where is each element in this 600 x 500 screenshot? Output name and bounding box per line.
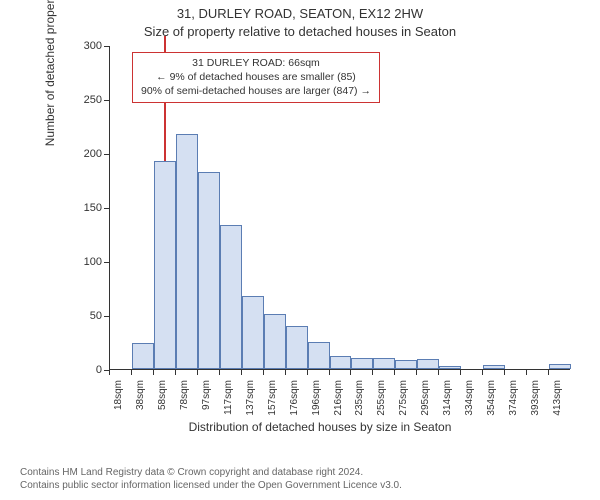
histogram-bar [330, 356, 352, 369]
x-tick [416, 370, 417, 375]
y-tick [104, 154, 109, 155]
x-tick-label: 413sqm [552, 380, 563, 420]
callout-line: 31 DURLEY ROAD: 66sqm [141, 56, 371, 70]
histogram-bar [308, 342, 330, 369]
x-tick-label: 137sqm [245, 380, 256, 420]
x-tick [504, 370, 505, 375]
footer-line: Contains HM Land Registry data © Crown c… [20, 466, 580, 479]
y-tick-label: 100 [60, 256, 102, 268]
histogram-bar [264, 314, 286, 369]
x-tick [482, 370, 483, 375]
x-tick [241, 370, 242, 375]
chart-area: Number of detached properties 31 DURLEY … [60, 46, 580, 398]
y-tick-label: 150 [60, 202, 102, 214]
footer-text: Contains HM Land Registry data © Crown c… [20, 466, 580, 492]
histogram-bar [417, 359, 439, 369]
histogram-bar [176, 134, 198, 369]
histogram-bar [395, 360, 417, 369]
histogram-bar [483, 365, 505, 369]
footer-line: Contains public sector information licen… [20, 479, 580, 492]
x-tick-label: 235sqm [354, 380, 365, 420]
callout-box: 31 DURLEY ROAD: 66sqm← 9% of detached ho… [132, 52, 380, 103]
x-axis-label: Distribution of detached houses by size … [60, 420, 580, 434]
y-tick-label: 250 [60, 94, 102, 106]
x-tick-label: 334sqm [464, 380, 475, 420]
x-tick [175, 370, 176, 375]
x-tick [460, 370, 461, 375]
x-tick-label: 18sqm [113, 380, 124, 420]
histogram-bar [549, 364, 571, 369]
y-tick-label: 300 [60, 40, 102, 52]
x-tick [109, 370, 110, 375]
x-tick [329, 370, 330, 375]
histogram-bar [132, 343, 154, 369]
x-tick [307, 370, 308, 375]
histogram-bar [373, 358, 395, 369]
y-tick-label: 50 [60, 310, 102, 322]
x-tick [350, 370, 351, 375]
y-axis-label: Number of detached properties [43, 0, 57, 146]
histogram-bar [220, 225, 242, 369]
y-tick-label: 200 [60, 148, 102, 160]
x-tick-label: 38sqm [135, 380, 146, 420]
y-tick [104, 208, 109, 209]
x-tick-label: 196sqm [311, 380, 322, 420]
x-tick [372, 370, 373, 375]
x-tick [394, 370, 395, 375]
y-tick [104, 316, 109, 317]
histogram-bar [351, 358, 373, 369]
y-tick [104, 46, 109, 47]
x-tick [526, 370, 527, 375]
histogram-bar [198, 172, 220, 369]
y-tick-label: 0 [60, 364, 102, 376]
x-tick [131, 370, 132, 375]
x-tick-label: 393sqm [530, 380, 541, 420]
x-tick-label: 176sqm [289, 380, 300, 420]
y-tick [104, 262, 109, 263]
histogram-bar [154, 161, 176, 369]
page-subtitle: Size of property relative to detached ho… [0, 24, 600, 39]
callout-line: 90% of semi-detached houses are larger (… [141, 84, 371, 98]
histogram-bar [439, 366, 461, 369]
x-tick-label: 117sqm [223, 380, 234, 420]
callout-line: ← 9% of detached houses are smaller (85) [141, 70, 371, 84]
x-tick-label: 295sqm [420, 380, 431, 420]
x-tick [285, 370, 286, 375]
x-tick [197, 370, 198, 375]
x-tick-label: 314sqm [442, 380, 453, 420]
x-tick-label: 58sqm [157, 380, 168, 420]
x-tick-label: 374sqm [508, 380, 519, 420]
histogram-bar [242, 296, 264, 369]
histogram-bar [286, 326, 308, 369]
x-tick [219, 370, 220, 375]
x-tick-label: 255sqm [376, 380, 387, 420]
x-tick-label: 216sqm [333, 380, 344, 420]
x-tick [438, 370, 439, 375]
page-title: 31, DURLEY ROAD, SEATON, EX12 2HW [0, 6, 600, 21]
x-tick-label: 354sqm [486, 380, 497, 420]
x-tick [263, 370, 264, 375]
x-tick [548, 370, 549, 375]
x-tick [153, 370, 154, 375]
x-tick-label: 78sqm [179, 380, 190, 420]
y-tick [104, 100, 109, 101]
x-tick-label: 97sqm [201, 380, 212, 420]
x-tick-label: 157sqm [267, 380, 278, 420]
x-tick-label: 275sqm [398, 380, 409, 420]
